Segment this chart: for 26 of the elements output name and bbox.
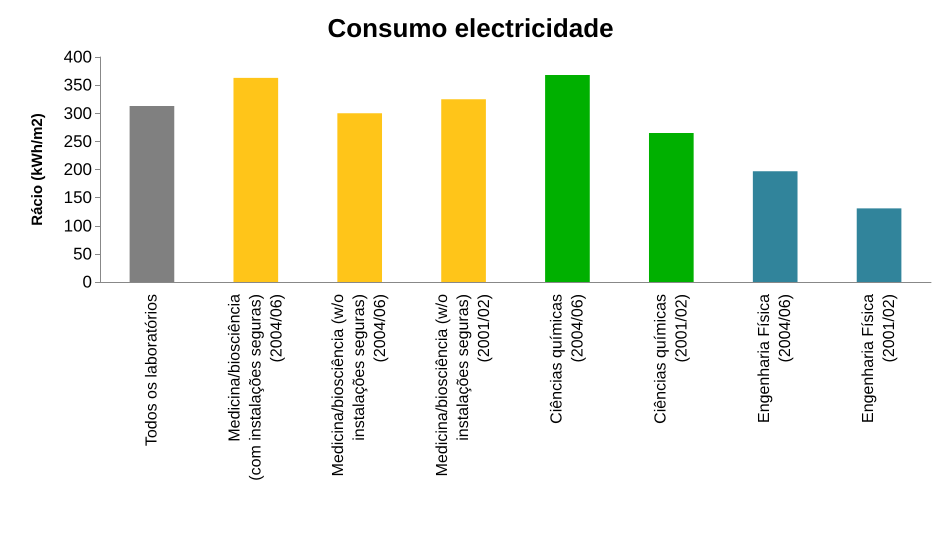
- bar: [856, 208, 902, 282]
- bar: [545, 75, 590, 282]
- bar: [441, 99, 486, 282]
- bar: [752, 171, 798, 282]
- bar: [648, 132, 694, 282]
- x-tick-label: Ciências químicas (2004/06): [548, 294, 586, 424]
- x-tick-label: Medicina/biosciência (w/o instalações seguras) (2001/02): [434, 294, 494, 476]
- y-tick-label: 0: [82, 272, 92, 292]
- y-tick-label: 350: [64, 76, 92, 95]
- bar: [337, 113, 382, 282]
- y-tick-label: 150: [64, 188, 92, 208]
- x-tick-label: Engenharia Física (2001/02): [860, 294, 898, 423]
- y-tick-label: 300: [64, 104, 92, 123]
- y-tick-label: 400: [64, 48, 92, 66]
- y-tick-label: 100: [64, 216, 92, 236]
- chart-title: Consumo electricidade: [327, 13, 614, 43]
- y-tick-label: 250: [64, 132, 92, 151]
- x-tick-label: Engenharia Física (2004/06): [756, 294, 794, 423]
- x-tick-label: Medicina/biosciência (w/o instalações seguras) (2004/06): [330, 294, 390, 476]
- y-tick-label: 50: [73, 244, 92, 264]
- bar: [233, 78, 278, 282]
- x-tick-label: Ciências químicas (2001/02): [652, 294, 690, 424]
- y-axis-title: Rácio (kWh/m2): [29, 113, 46, 226]
- y-tick-label: 200: [64, 160, 92, 179]
- x-tick-label: Medicina/biosciência (com instalações seguras) (2004/06): [226, 294, 286, 481]
- x-tick-label: Todos os laboratórios: [143, 294, 160, 446]
